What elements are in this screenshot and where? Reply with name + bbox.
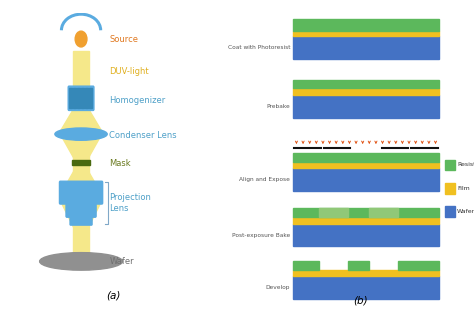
Text: Coat with Photoresist: Coat with Photoresist — [228, 45, 290, 50]
Bar — [293, 19, 439, 31]
Bar — [445, 206, 455, 217]
Bar — [293, 162, 439, 168]
Bar — [293, 80, 439, 88]
Bar — [77, 88, 80, 108]
Bar — [348, 261, 369, 270]
Bar — [293, 224, 439, 246]
Text: Condenser Lens: Condenser Lens — [109, 131, 177, 140]
Ellipse shape — [40, 252, 122, 270]
Polygon shape — [60, 134, 102, 161]
Circle shape — [75, 31, 87, 47]
Bar — [72, 160, 91, 165]
Bar — [81, 88, 84, 108]
Text: Mask: Mask — [109, 159, 131, 168]
Bar — [73, 51, 89, 264]
Bar — [78, 233, 84, 259]
Text: Wafer: Wafer — [457, 209, 474, 214]
Text: Post-exposure Bake: Post-exposure Bake — [232, 232, 290, 238]
Text: Wafer: Wafer — [109, 257, 134, 266]
Bar — [293, 270, 439, 276]
Text: DUV-light: DUV-light — [109, 67, 149, 76]
Text: (b): (b) — [354, 295, 368, 305]
Bar — [293, 31, 439, 37]
Text: Prebake: Prebake — [266, 104, 290, 109]
Bar — [293, 261, 319, 270]
Text: Develop: Develop — [265, 285, 290, 290]
Bar — [445, 183, 455, 194]
Bar — [293, 276, 439, 299]
FancyBboxPatch shape — [66, 204, 96, 217]
Bar — [445, 160, 455, 170]
Bar — [293, 88, 439, 95]
Bar — [69, 88, 72, 108]
Text: Film: Film — [457, 186, 470, 191]
Bar — [73, 88, 76, 108]
Ellipse shape — [55, 128, 107, 140]
Polygon shape — [60, 109, 102, 131]
FancyBboxPatch shape — [68, 86, 94, 110]
Text: Homogenizer: Homogenizer — [109, 96, 165, 105]
Bar — [319, 208, 348, 217]
Text: Source: Source — [109, 35, 138, 44]
Bar — [293, 208, 439, 217]
Text: (a): (a) — [107, 291, 121, 301]
Bar — [89, 88, 92, 108]
FancyBboxPatch shape — [70, 217, 92, 225]
Bar — [85, 88, 88, 108]
FancyBboxPatch shape — [59, 181, 103, 204]
Bar — [293, 95, 439, 118]
Polygon shape — [62, 165, 100, 193]
Text: Align and Expose: Align and Expose — [239, 177, 290, 182]
Text: Projection
Lens: Projection Lens — [109, 193, 151, 213]
Bar — [293, 37, 439, 59]
Text: Resist: Resist — [457, 162, 474, 167]
Bar — [398, 261, 439, 270]
Bar — [293, 217, 439, 224]
Bar — [293, 153, 439, 162]
Bar — [293, 168, 439, 191]
Polygon shape — [62, 203, 100, 233]
Bar — [369, 208, 398, 217]
